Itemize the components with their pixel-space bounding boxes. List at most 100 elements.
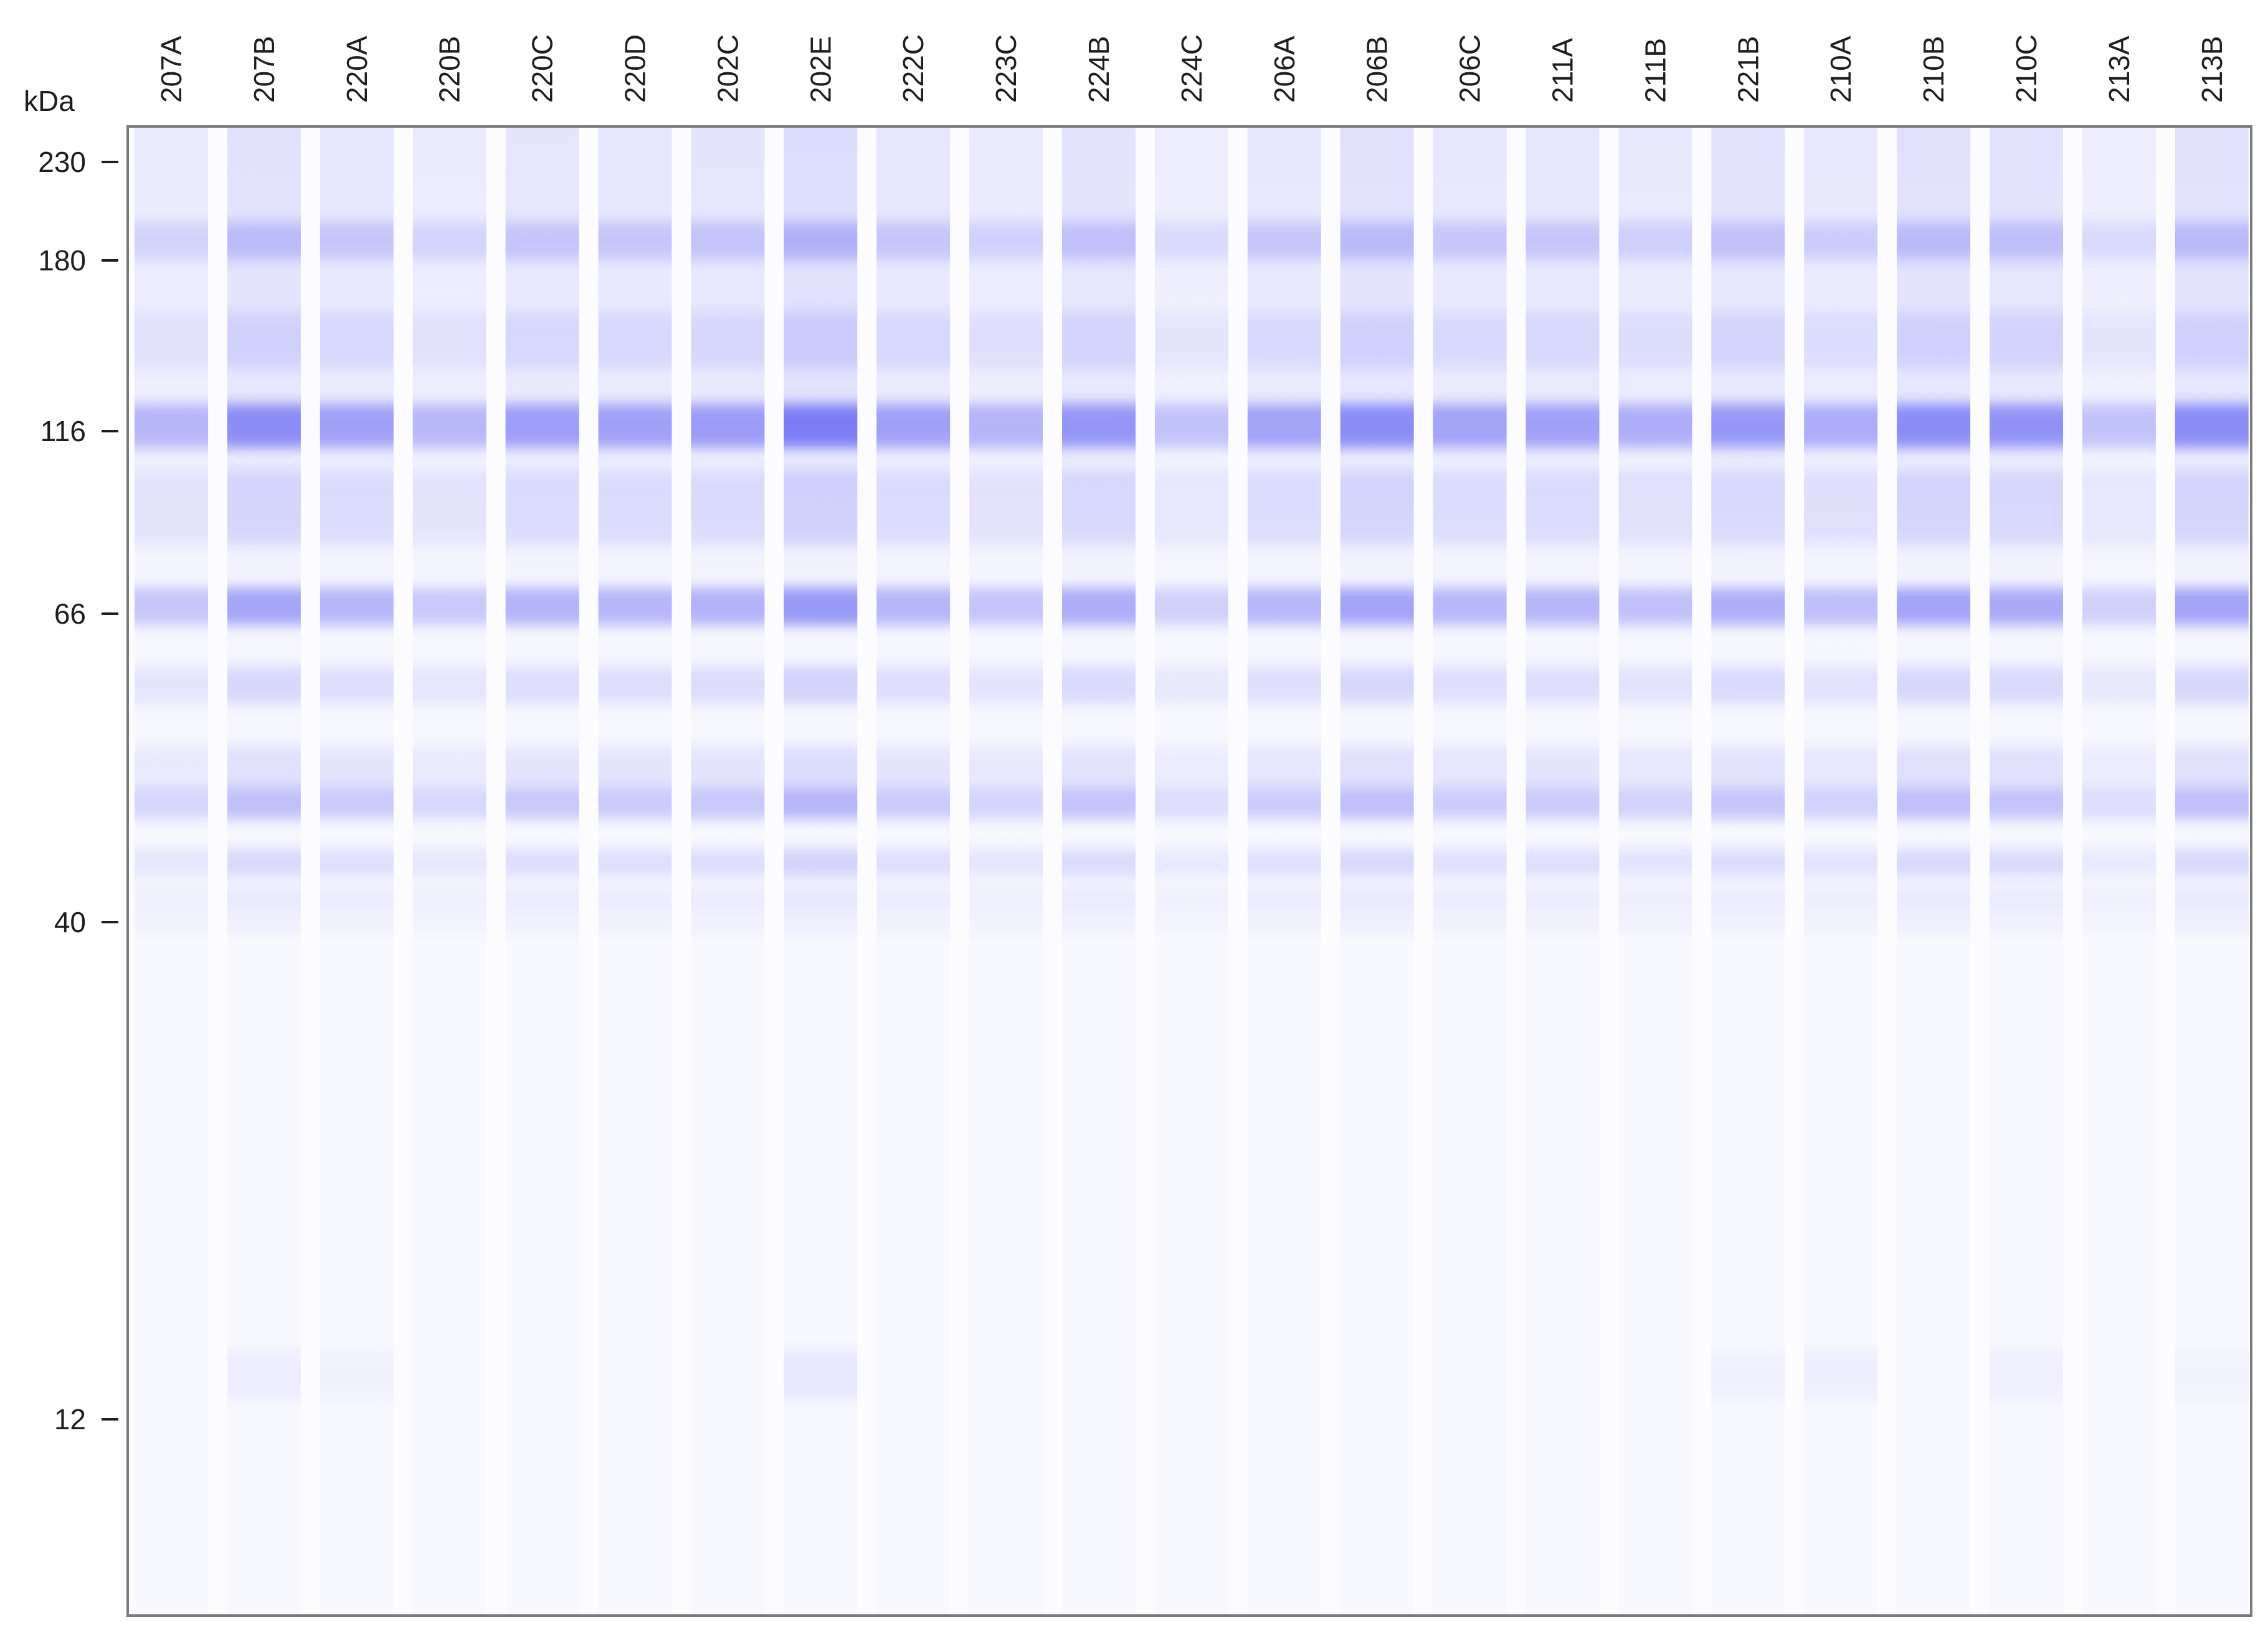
protein-band — [1711, 746, 1785, 790]
protein-band — [2082, 404, 2156, 448]
protein-band — [598, 404, 672, 448]
protein-band — [1340, 666, 1414, 704]
protein-band — [1804, 788, 1878, 819]
protein-band — [2175, 222, 2249, 260]
protein-band — [505, 588, 579, 626]
protein-band — [2082, 312, 2156, 369]
protein-band — [969, 588, 1043, 626]
protein-band — [1990, 788, 2063, 819]
protein-band — [1990, 885, 2063, 911]
protein-band — [2175, 588, 2249, 626]
protein-band — [505, 222, 579, 260]
protein-band — [135, 312, 208, 369]
protein-band — [1340, 885, 1414, 911]
protein-band — [1711, 470, 1785, 546]
protein-band — [2082, 222, 2156, 260]
protein-band — [135, 404, 208, 448]
protein-band — [598, 666, 672, 704]
protein-band — [2082, 588, 2156, 626]
lane-label: 220A — [341, 36, 373, 103]
protein-band — [1154, 312, 1228, 369]
protein-band — [784, 788, 858, 819]
protein-band — [1711, 222, 1785, 260]
protein-band — [1804, 885, 1878, 911]
protein-band — [505, 788, 579, 819]
protein-band — [320, 746, 394, 790]
protein-band — [691, 404, 765, 448]
lane — [2175, 128, 2249, 938]
protein-band — [2082, 885, 2156, 911]
protein-band — [135, 746, 208, 790]
protein-band — [1804, 222, 1878, 260]
protein-band — [135, 666, 208, 704]
protein-band — [1340, 312, 1414, 369]
protein-band — [135, 222, 208, 260]
protein-band — [1525, 849, 1600, 877]
protein-band — [1618, 222, 1692, 260]
protein-band — [1062, 222, 1136, 260]
protein-band — [412, 666, 486, 704]
protein-band — [1062, 470, 1136, 546]
protein-band — [1154, 788, 1228, 819]
protein-band — [2175, 885, 2249, 911]
protein-band — [1525, 312, 1600, 369]
protein-band — [2082, 788, 2156, 819]
protein-band — [505, 885, 579, 911]
protein-band — [135, 788, 208, 819]
protein-band — [1525, 404, 1600, 448]
protein-band — [1525, 911, 1600, 933]
lane-label: 206A — [1268, 36, 1301, 103]
protein-band — [876, 746, 951, 790]
protein-band — [2175, 666, 2249, 704]
protein-band — [784, 1350, 858, 1400]
protein-band — [969, 885, 1043, 911]
protein-band — [1247, 788, 1321, 819]
protein-band — [1897, 404, 1971, 448]
lane — [412, 128, 486, 938]
protein-band — [784, 222, 858, 260]
protein-band — [1990, 911, 2063, 933]
lane — [1433, 128, 1507, 938]
protein-band — [598, 788, 672, 819]
protein-band — [1525, 470, 1600, 546]
protein-band — [505, 849, 579, 877]
protein-band — [1154, 404, 1228, 448]
protein-band — [227, 885, 301, 911]
lane-label: 224B — [1083, 36, 1115, 103]
protein-band — [784, 404, 858, 448]
protein-band — [1897, 885, 1971, 911]
protein-band — [227, 312, 301, 369]
marker-label: 66 — [54, 597, 86, 630]
protein-band — [2175, 312, 2249, 369]
protein-band — [135, 470, 208, 546]
protein-band — [1433, 746, 1507, 790]
lane — [876, 128, 951, 938]
lane-label: 202C — [711, 34, 744, 103]
protein-band — [1247, 885, 1321, 911]
protein-band — [412, 588, 486, 626]
protein-band — [876, 849, 951, 877]
protein-band — [1247, 312, 1321, 369]
protein-band — [969, 912, 1043, 933]
protein-band — [1618, 849, 1692, 877]
protein-band — [505, 312, 579, 369]
protein-band — [227, 222, 301, 260]
protein-band — [1154, 588, 1228, 626]
protein-band — [1433, 849, 1507, 877]
protein-band — [135, 588, 208, 626]
lane-label: 202E — [804, 36, 837, 103]
marker-label: 40 — [54, 906, 86, 938]
markers-group: 230 180 116 66 40 12 — [38, 146, 118, 1435]
protein-band — [784, 746, 858, 790]
protein-band — [1062, 312, 1136, 369]
protein-band — [691, 849, 765, 877]
protein-band — [412, 404, 486, 448]
protein-band — [1618, 470, 1692, 546]
protein-band — [1990, 666, 2063, 704]
protein-band — [1155, 912, 1228, 933]
protein-band — [1062, 788, 1136, 819]
protein-band — [1340, 588, 1414, 626]
lanes-group — [135, 128, 2249, 1400]
protein-band — [227, 666, 301, 704]
lane-label: 224C — [1175, 34, 1208, 103]
